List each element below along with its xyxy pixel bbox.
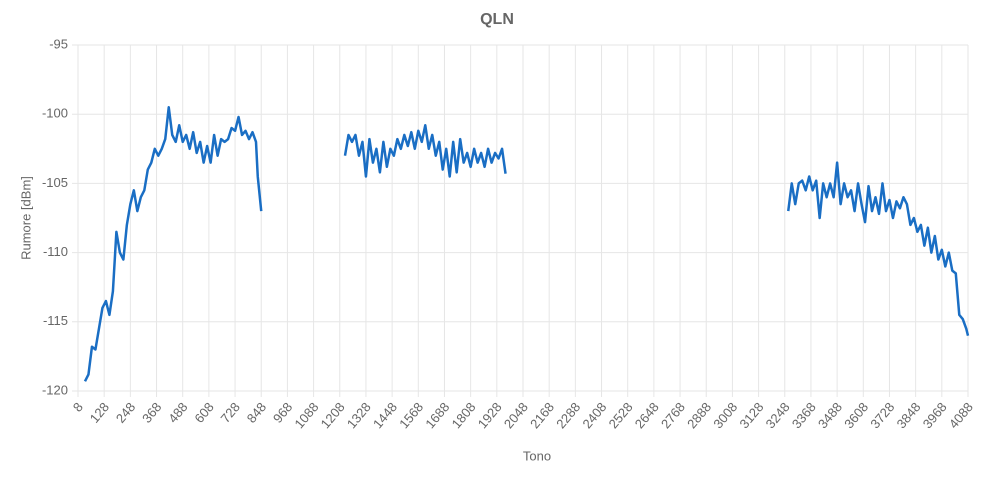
- y-tick-label: -120: [42, 382, 68, 397]
- y-axis-title: Rumore [dBm]: [18, 176, 33, 260]
- x-tick-label: 1928: [475, 399, 505, 431]
- x-tick-label: 128: [87, 399, 112, 425]
- x-tick-label: 8: [70, 399, 86, 414]
- x-axis-title: Tono: [523, 448, 551, 463]
- x-tick-label: 3128: [736, 399, 766, 431]
- x-tick-label: 368: [139, 399, 164, 425]
- x-tick-label: 1568: [396, 399, 426, 431]
- x-tick-label: 1808: [448, 399, 478, 431]
- x-tick-label: 2168: [527, 399, 557, 431]
- x-tick-label: 3008: [710, 399, 740, 431]
- data-line: [83, 106, 970, 382]
- x-tick-label: 2048: [501, 399, 531, 431]
- x-tick-label: 3968: [920, 399, 950, 431]
- x-tick-label: 3608: [841, 399, 871, 431]
- x-tick-label: 3488: [815, 399, 845, 431]
- y-tick-label: -115: [43, 313, 68, 328]
- x-tick-label: 3728: [867, 399, 897, 431]
- y-tick-label: -95: [49, 36, 68, 51]
- x-tick-label: 488: [165, 399, 190, 425]
- x-tick-label: 1688: [422, 399, 452, 431]
- x-tick-label: 1088: [291, 399, 321, 431]
- x-tick-label: 1448: [370, 399, 400, 431]
- x-tick-label: 1328: [344, 399, 374, 431]
- y-tick-label: -110: [43, 244, 68, 259]
- x-tick-label: 3248: [763, 399, 793, 431]
- y-tick-label: -105: [42, 175, 68, 190]
- x-tick-label: 2288: [553, 399, 583, 431]
- x-tick-label: 248: [113, 399, 138, 425]
- x-tick-label: 2768: [658, 399, 688, 431]
- x-tick-label: 728: [218, 399, 243, 425]
- x-tick-label: 3848: [893, 399, 923, 431]
- chart-title: QLN: [480, 11, 514, 28]
- x-tick-label: 848: [244, 399, 269, 425]
- x-tick-label: 2528: [606, 399, 636, 431]
- y-tick-label: -100: [42, 106, 68, 121]
- x-tick-label: 2888: [684, 399, 714, 431]
- x-tick-label: 1208: [318, 399, 348, 431]
- x-tick-label: 2408: [579, 399, 609, 431]
- x-tick-label: 2648: [632, 399, 662, 431]
- x-tick-label: 4088: [946, 399, 976, 431]
- x-tick-label: 3368: [789, 399, 819, 431]
- x-tick-label: 608: [191, 399, 216, 425]
